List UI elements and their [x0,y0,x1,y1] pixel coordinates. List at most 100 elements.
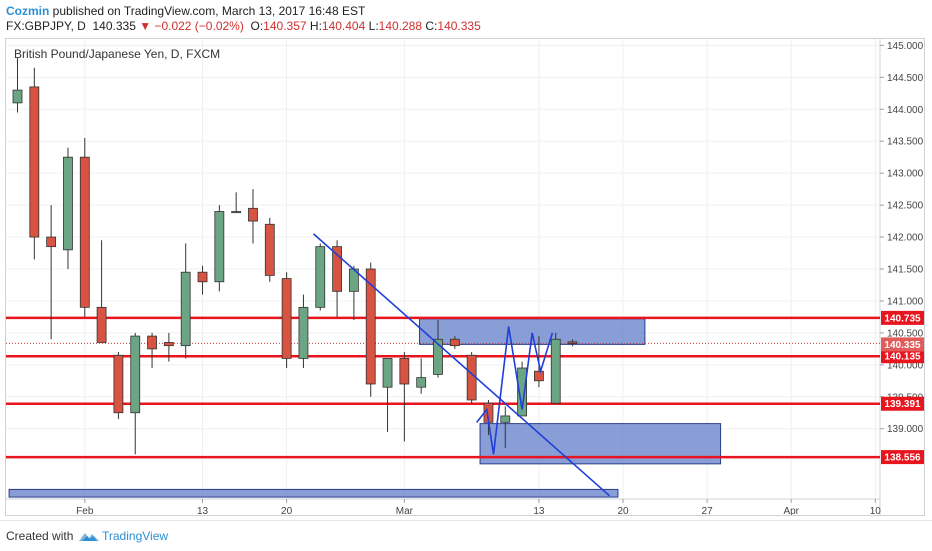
level-price-tag-label: 138.556 [884,453,921,464]
last-price-tag [881,337,924,352]
candle [130,332,141,455]
candle [315,243,326,311]
level-price-tag [881,349,924,364]
candle-body [46,236,57,248]
time-tick-label: Mar [396,506,414,515]
candle-body [281,278,292,359]
price-chart[interactable]: 145.000 144.500 144.000 143.500 143.000 142.5… [6,39,924,515]
time-tick-label: 13 [197,506,209,515]
candle-body [332,246,342,292]
candle [281,272,292,369]
candle [12,58,23,113]
candle-body [382,358,393,388]
tradingview-link[interactable]: TradingView [102,529,169,543]
candle-body [96,306,107,343]
candle-body [517,367,528,417]
candle [382,358,393,432]
candle [348,265,359,321]
time-tick-label: Apr [783,506,799,515]
candle [264,217,275,282]
low-label: L: [368,19,379,33]
price-tick-label: 142.000 [887,233,924,244]
time-tick-label: 27 [702,506,714,515]
candle [29,67,40,260]
candle-body [534,370,544,382]
chart-header: Cozmin published on TradingView.com, Mar… [0,0,932,38]
price-tick-label: 141.000 [887,296,924,307]
publish-text: published on TradingView.com, March 13, … [49,4,366,18]
candle-body [147,335,157,350]
candle [416,358,427,394]
time-tick-label: 20 [617,506,629,515]
price-tick-label: 140.500 [887,328,924,339]
candle-body [550,338,561,404]
high-label: H: [309,19,322,33]
pattern-zigzag [476,326,554,455]
author-link[interactable]: Cozmin [6,4,50,18]
level-price-tag [881,450,924,465]
candle [550,332,561,404]
candle-body [197,271,208,283]
last-price-tag-label: 140.335 [884,340,921,351]
candle [231,192,242,214]
tradingview-logo-icon[interactable] [78,528,100,544]
trendline [313,233,611,497]
candle-body [399,358,410,385]
candle-body [315,246,326,308]
price-tick-label: 139.000 [887,424,924,435]
candle-body [433,338,443,375]
price-tick-label: 140.000 [887,360,924,371]
quote-line: FX:GBPJPY, D 140.335 ▼ −0.022 (−0.02%) O… [6,19,481,33]
candle-body [63,156,73,251]
created-with-text: Created with [6,529,74,543]
close-value: 140.335 [437,19,481,33]
high-value: 140.404 [321,19,366,33]
candle-body [214,211,225,283]
price-change: ▼ −0.022 (−0.02%) [139,19,244,33]
candle [248,189,258,244]
candle-body [449,338,460,347]
candle [79,138,90,317]
publish-info: Cozmin published on TradingView.com, Mar… [6,4,365,18]
level-price-tag-label: 140.735 [884,313,921,324]
time-tick-label: Feb [76,506,94,515]
candle-body [567,341,578,344]
candle [567,339,578,347]
candle-body [130,335,141,414]
candle [180,243,191,359]
candle-body [500,415,511,423]
price-tick-label: 145.000 [887,41,924,52]
last-price-value: 140.335 [92,19,136,33]
candle-body [264,223,275,276]
candle-body [298,306,309,359]
candle-body [248,207,258,222]
candle [332,240,342,317]
candle-body [180,271,191,347]
candle [449,336,460,349]
candle [63,147,73,269]
candle [197,265,208,295]
footer: Created with TradingView [0,520,932,551]
time-tick-label: 13 [533,506,545,515]
price-tick-label: 141.500 [887,265,924,276]
candle [96,240,107,343]
level-price-tag [881,310,924,325]
level-price-tag [881,396,924,411]
level-price-tag-label: 140.135 [884,352,921,363]
price-tick-label: 144.500 [887,73,924,84]
candle-body [113,354,124,414]
chart-frame[interactable]: 145.000 144.500 144.000 143.500 143.000 142.5… [5,38,925,516]
low-value: 140.288 [378,19,423,33]
price-tick-label: 142.500 [887,201,924,212]
level-price-tag-label: 139.391 [884,399,921,410]
candle-body [163,342,174,347]
candle [113,352,124,420]
candle-body [29,86,40,238]
candle [147,332,157,369]
candle-body [79,156,90,308]
candle-body [365,268,376,385]
chart-title: British Pound/Japanese Yen, D, FXCM [14,47,220,61]
price-tick-label: 144.000 [887,105,924,116]
open-label: O: [250,19,264,33]
candle-body [231,211,242,214]
